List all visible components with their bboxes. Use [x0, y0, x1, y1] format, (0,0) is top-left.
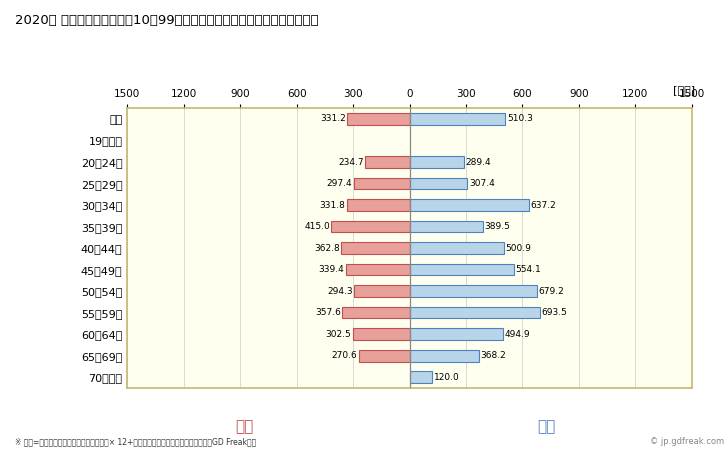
- Bar: [409, 242, 504, 254]
- Bar: [409, 199, 529, 211]
- Text: 368.2: 368.2: [480, 351, 506, 360]
- Text: 362.8: 362.8: [314, 244, 340, 253]
- Text: 331.8: 331.8: [320, 201, 346, 210]
- Bar: [409, 328, 502, 340]
- Bar: [331, 221, 409, 232]
- Bar: [365, 156, 409, 168]
- Bar: [409, 156, 464, 168]
- Bar: [409, 221, 483, 232]
- Bar: [341, 242, 409, 254]
- Text: 331.2: 331.2: [320, 115, 346, 124]
- Bar: [409, 285, 537, 297]
- Text: 男性: 男性: [537, 419, 555, 434]
- Text: ※ 年収=「きまって支給する現金給与額」× 12+「年間賞与その他特別給与額」としてGD Freak推計: ※ 年収=「きまって支給する現金給与額」× 12+「年間賞与その他特別給与額」と…: [15, 437, 256, 446]
- Text: 270.6: 270.6: [331, 351, 357, 360]
- Text: 554.1: 554.1: [515, 265, 541, 274]
- Text: © jp.gdfreak.com: © jp.gdfreak.com: [650, 437, 724, 446]
- Bar: [342, 307, 409, 318]
- Text: 494.9: 494.9: [504, 330, 530, 339]
- Text: 415.0: 415.0: [304, 222, 330, 231]
- Bar: [409, 264, 514, 276]
- Text: 234.7: 234.7: [339, 157, 364, 166]
- Bar: [409, 178, 467, 189]
- Text: 289.4: 289.4: [465, 157, 491, 166]
- Bar: [409, 113, 505, 125]
- Text: 307.4: 307.4: [469, 179, 494, 188]
- Text: 294.3: 294.3: [327, 286, 352, 295]
- Bar: [359, 350, 409, 362]
- Bar: [354, 285, 409, 297]
- Text: 510.3: 510.3: [507, 115, 533, 124]
- Bar: [346, 264, 409, 276]
- Bar: [354, 178, 409, 189]
- Text: 2020年 民間企業（従業者数10～99人）フルタイム労働者の男女別平均年収: 2020年 民間企業（従業者数10～99人）フルタイム労働者の男女別平均年収: [15, 14, 318, 27]
- Text: 357.6: 357.6: [315, 308, 341, 317]
- Text: 679.2: 679.2: [539, 286, 564, 295]
- Text: [万円]: [万円]: [673, 85, 695, 95]
- Text: 389.5: 389.5: [484, 222, 510, 231]
- Bar: [409, 371, 432, 383]
- Text: 637.2: 637.2: [531, 201, 557, 210]
- Text: 女性: 女性: [234, 419, 253, 434]
- Bar: [409, 350, 479, 362]
- Bar: [352, 328, 409, 340]
- Text: 120.0: 120.0: [434, 373, 459, 382]
- Text: 693.5: 693.5: [542, 308, 567, 317]
- Bar: [347, 199, 409, 211]
- Text: 302.5: 302.5: [325, 330, 351, 339]
- Text: 500.9: 500.9: [505, 244, 531, 253]
- Bar: [409, 307, 540, 318]
- Bar: [347, 113, 409, 125]
- Text: 297.4: 297.4: [326, 179, 352, 188]
- Text: 339.4: 339.4: [318, 265, 344, 274]
